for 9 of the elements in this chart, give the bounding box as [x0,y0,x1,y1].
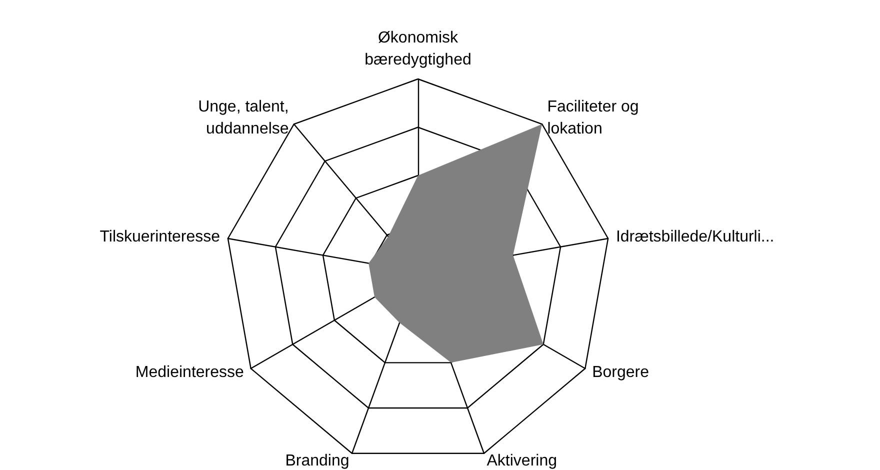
spoke-label: Tilskuerinteresse [100,228,220,246]
spoke-label: Idrætsbillede/Kulturli... [616,228,774,246]
spoke-label: Økonomisk bæredygtighed [364,30,472,68]
spoke-label: Unge, talent, uddannelse [198,98,289,138]
spoke-label: Borgere [592,364,650,381]
spoke-label: Faciliteter og lokation [547,98,639,138]
spoke-label: Branding [285,452,350,470]
spoke-label: Medieinteresse [135,364,244,381]
spoke-label: Aktivering [486,452,557,470]
